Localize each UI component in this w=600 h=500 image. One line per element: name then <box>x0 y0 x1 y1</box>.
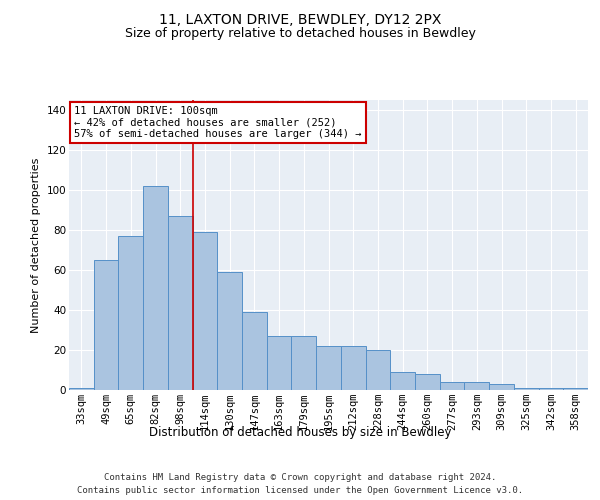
Bar <box>193 232 217 390</box>
Text: 11, LAXTON DRIVE, BEWDLEY, DY12 2PX: 11, LAXTON DRIVE, BEWDLEY, DY12 2PX <box>159 12 441 26</box>
Bar <box>69 388 94 390</box>
Bar <box>390 372 415 390</box>
Bar <box>292 336 316 390</box>
Bar <box>316 346 341 390</box>
Bar <box>440 382 464 390</box>
Bar <box>489 384 514 390</box>
Bar <box>464 382 489 390</box>
Bar <box>365 350 390 390</box>
Bar <box>118 236 143 390</box>
Bar <box>267 336 292 390</box>
Y-axis label: Number of detached properties: Number of detached properties <box>31 158 41 332</box>
Bar <box>143 186 168 390</box>
Bar <box>514 388 539 390</box>
Bar <box>94 260 118 390</box>
Bar <box>217 272 242 390</box>
Text: Size of property relative to detached houses in Bewdley: Size of property relative to detached ho… <box>125 28 475 40</box>
Bar <box>563 388 588 390</box>
Bar <box>168 216 193 390</box>
Bar <box>341 346 365 390</box>
Text: 11 LAXTON DRIVE: 100sqm
← 42% of detached houses are smaller (252)
57% of semi-d: 11 LAXTON DRIVE: 100sqm ← 42% of detache… <box>74 106 362 139</box>
Text: Contains HM Land Registry data © Crown copyright and database right 2024.
Contai: Contains HM Land Registry data © Crown c… <box>77 474 523 495</box>
Bar <box>539 388 563 390</box>
Text: Distribution of detached houses by size in Bewdley: Distribution of detached houses by size … <box>149 426 451 439</box>
Bar <box>415 374 440 390</box>
Bar <box>242 312 267 390</box>
